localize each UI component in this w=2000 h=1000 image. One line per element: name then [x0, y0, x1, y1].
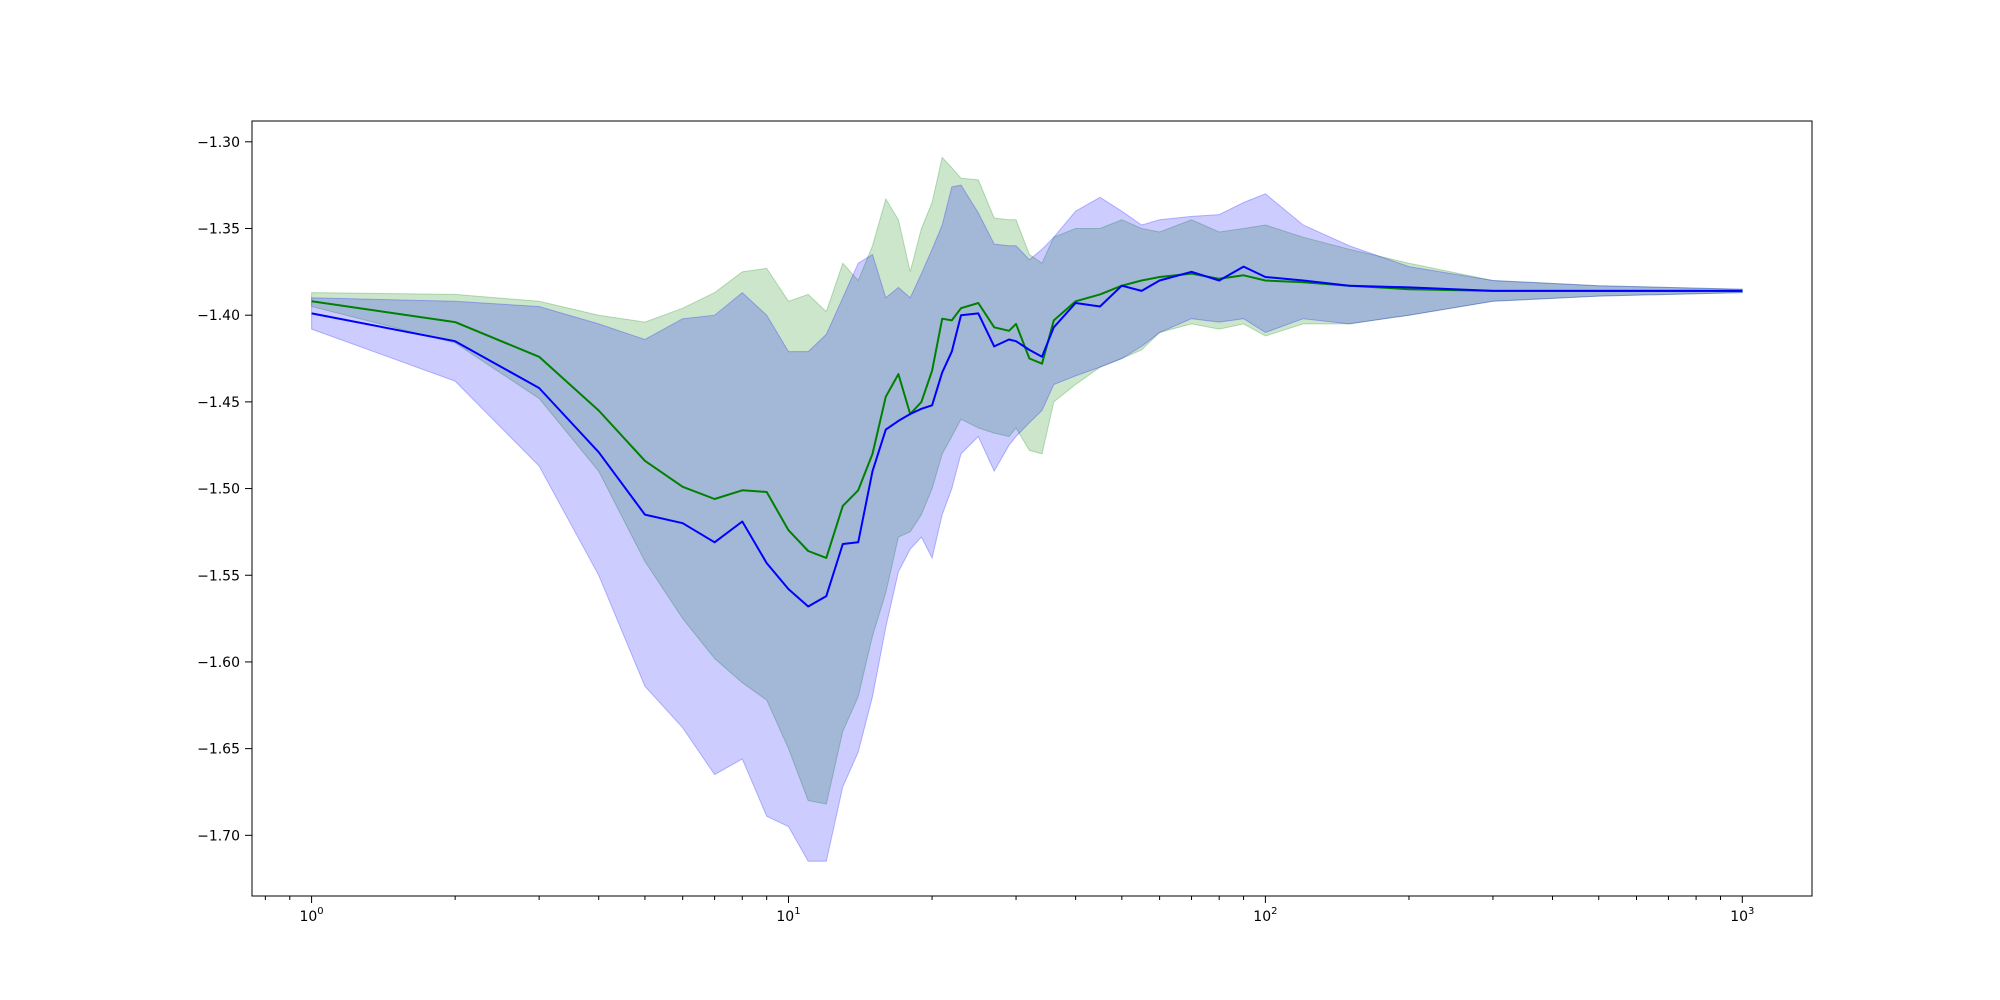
series-2-line [311, 265, 1743, 608]
series-1-line [311, 272, 1743, 559]
y-tick-label: −1.40 [197, 308, 240, 324]
confidence-bands [311, 156, 1743, 862]
y-tick-label: −1.35 [197, 221, 240, 237]
y-tick-label: −1.65 [197, 742, 240, 758]
y-tick-label: −1.70 [197, 828, 240, 844]
series-1-band [311, 156, 1743, 805]
series-lines [311, 265, 1743, 608]
y-tick-label: −1.45 [197, 395, 240, 411]
axes-frame [251, 120, 1813, 897]
x-axis: 100 101 102 103 [264, 896, 1754, 925]
y-axis: −1.30 −1.35 −1.40 −1.45 −1.50 −1.55 −1.60 −1.65… [197, 135, 252, 844]
y-tick-label: −1.60 [197, 655, 240, 671]
y-tick-label: −1.55 [197, 568, 240, 584]
series-2-band [311, 184, 1743, 862]
y-tick-label: −1.50 [197, 482, 240, 498]
y-tick-label: −1.30 [197, 135, 240, 151]
